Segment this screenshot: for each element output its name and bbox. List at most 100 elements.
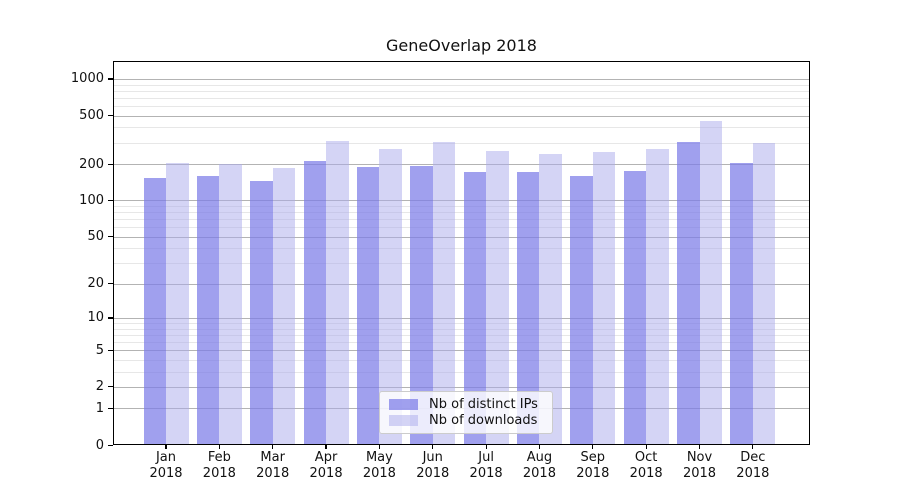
legend-label-distinct-ips: Nb of distinct IPs: [429, 396, 538, 412]
legend-swatch-distinct-ips: [389, 398, 418, 410]
x-tick-label-jun: Jun 2018: [401, 450, 465, 482]
gridline-minor-4: [114, 359, 809, 361]
gridline-minor-8: [114, 328, 809, 330]
bar-ips-oct: [623, 170, 647, 444]
x-tick-year-may: 2018: [362, 466, 396, 481]
x-tick-year-oct: 2018: [629, 466, 663, 481]
bar-downloads-nov: [699, 120, 722, 444]
bar-ips-mar: [250, 180, 273, 444]
x-tick-apr: [325, 445, 327, 449]
gridline-minor-900: [114, 84, 809, 86]
gridline-major-10: [114, 317, 809, 319]
x-tick-dec: [752, 445, 754, 449]
x-tick-month-aug: Aug: [526, 450, 553, 465]
bar-downloads-may: [379, 148, 402, 444]
bar-ips-jun: [410, 165, 433, 444]
x-tick-jun: [432, 445, 434, 449]
x-tick-month-feb: Feb: [207, 450, 231, 465]
gridline-minor-90: [114, 205, 809, 207]
bar-downloads-dec: [752, 142, 776, 444]
bar-downloads-jul: [486, 150, 509, 444]
x-tick-label-jan: Jan 2018: [134, 450, 198, 482]
x-tick-label-feb: Feb 2018: [187, 450, 251, 482]
x-tick-year-jun: 2018: [416, 466, 450, 481]
gridline-minor-70: [114, 219, 809, 221]
bar-ips-dec: [730, 163, 753, 444]
y-tick-10: [108, 317, 113, 319]
gridline-minor-80: [114, 212, 809, 214]
legend: Nb of distinct IPs Nb of downloads: [379, 391, 553, 434]
gridline-major-5: [114, 350, 809, 352]
y-tick-label-5: 5: [95, 342, 104, 358]
y-tick-label-2: 2: [95, 379, 104, 395]
bar-ips-feb: [196, 175, 220, 444]
x-tick-year-feb: 2018: [202, 466, 236, 481]
chart-title: GeneOverlap 2018: [386, 36, 537, 55]
bar-downloads-apr: [326, 140, 349, 444]
y-tick-200: [108, 163, 113, 165]
x-tick-year-dec: 2018: [736, 466, 770, 481]
y-tick-100: [108, 199, 113, 202]
y-tick-5: [108, 349, 113, 351]
x-tick-may: [378, 445, 380, 449]
x-tick-month-jun: Jun: [422, 450, 443, 465]
gridline-minor-300: [114, 142, 809, 144]
x-tick-month-mar: Mar: [260, 450, 285, 465]
gridline-minor-9: [114, 323, 809, 324]
x-tick-oct: [645, 445, 647, 449]
x-tick-label-oct: Oct 2018: [614, 450, 678, 482]
x-tick-mar: [272, 445, 274, 449]
y-tick-label-0: 0: [95, 437, 104, 453]
bars-layer: [114, 62, 809, 444]
gridline-major-500: [114, 115, 809, 117]
x-tick-year-sep: 2018: [576, 466, 610, 481]
gridline-minor-600: [114, 105, 809, 107]
gridline-major-1000: [114, 78, 809, 80]
x-tick-label-jul: Jul 2018: [454, 450, 518, 482]
y-tick-2: [108, 386, 113, 388]
x-tick-month-sep: Sep: [580, 450, 606, 465]
gridline-minor-3: [114, 371, 809, 373]
x-tick-label-nov: Nov 2018: [668, 450, 732, 482]
bar-ips-apr: [303, 161, 327, 444]
y-tick-label-1000: 1000: [70, 71, 104, 87]
gridline-minor-60: [114, 227, 809, 229]
legend-item-distinct-ips: Nb of distinct IPs: [389, 397, 543, 412]
bar-ips-jan: [143, 178, 166, 444]
bar-downloads-jan: [166, 163, 189, 444]
bar-downloads-feb: [219, 164, 242, 444]
x-tick-year-mar: 2018: [256, 466, 290, 481]
bar-downloads-jun: [432, 142, 456, 444]
bar-ips-jul: [463, 172, 487, 444]
x-tick-year-jan: 2018: [149, 466, 183, 481]
y-tick-0: [108, 444, 113, 446]
y-tick-label-50: 50: [87, 229, 104, 245]
y-tick-label-500: 500: [79, 108, 104, 124]
y-tick-label-20: 20: [87, 276, 104, 292]
legend-label-downloads: Nb of downloads: [429, 413, 538, 429]
y-tick-label-100: 100: [79, 192, 104, 208]
y-tick-20: [108, 283, 113, 285]
x-tick-jan: [165, 445, 167, 449]
x-tick-month-jan: Jan: [155, 450, 177, 465]
x-tick-month-dec: Dec: [740, 450, 766, 465]
x-tick-month-may: May: [365, 450, 393, 465]
bar-ips-nov: [677, 142, 700, 444]
y-tick-1: [108, 407, 113, 409]
y-tick-label-200: 200: [79, 156, 104, 172]
x-tick-label-apr: Apr 2018: [294, 450, 358, 482]
x-tick-year-nov: 2018: [682, 466, 717, 481]
gridline-major-2: [114, 386, 809, 388]
gridline-minor-800: [114, 90, 809, 92]
x-tick-sep: [592, 445, 594, 449]
bar-ips-sep: [570, 175, 593, 444]
x-tick-month-jul: Jul: [478, 450, 494, 465]
x-tick-month-oct: Oct: [634, 450, 658, 465]
plot-area: [113, 61, 810, 445]
gridline-major-20: [114, 283, 809, 285]
x-tick-label-sep: Sep 2018: [561, 450, 625, 482]
gridline-minor-400: [114, 127, 809, 129]
x-tick-label-aug: Aug 2018: [507, 450, 571, 482]
legend-item-downloads: Nb of downloads: [389, 413, 543, 428]
